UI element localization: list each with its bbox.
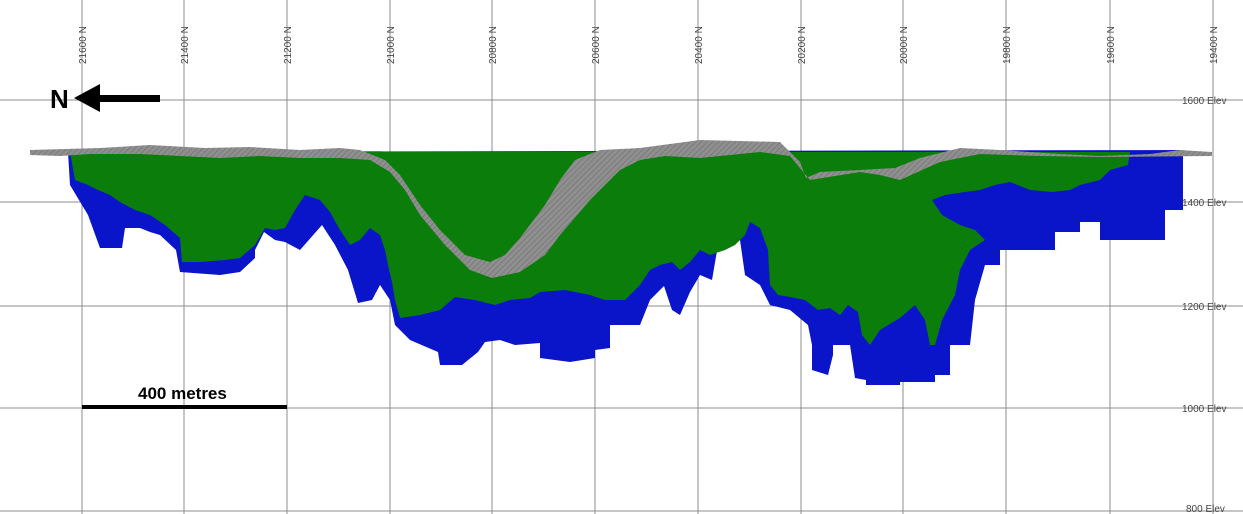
northing-label: 20400 N — [694, 26, 705, 64]
north-label: N — [50, 84, 69, 114]
northing-label: 21400 N — [180, 26, 191, 64]
elevation-label: 800 Elev — [1186, 504, 1225, 514]
northing-label: 20000 N — [899, 26, 910, 64]
scale-bar-line — [82, 405, 287, 409]
northing-label: 21000 N — [386, 26, 397, 64]
northing-label: 19600 N — [1106, 26, 1117, 64]
topography — [30, 140, 1212, 278]
elevation-labels: 1600 Elev 1400 Elev 1200 Elev 1000 Elev … — [1182, 96, 1226, 514]
elevation-label: 1200 Elev — [1182, 302, 1226, 313]
north-arrow-icon — [74, 84, 160, 112]
topography-surface — [30, 140, 1212, 278]
northing-label: 19400 N — [1209, 26, 1220, 64]
green-zone — [70, 152, 1130, 345]
green-zone-body — [70, 152, 1130, 345]
elevation-label: 1400 Elev — [1182, 198, 1226, 209]
scale-bar: 400 metres — [82, 384, 287, 409]
northing-label: 21200 N — [283, 26, 294, 64]
northing-label: 19800 N — [1002, 26, 1013, 64]
elevation-label: 1600 Elev — [1182, 96, 1226, 107]
northing-label: 20200 N — [797, 26, 808, 64]
northing-labels: 21600 N 21400 N 21200 N 21000 N 20800 N … — [78, 26, 1220, 64]
north-arrow: N — [50, 84, 160, 114]
northing-label: 20600 N — [591, 26, 602, 64]
scale-bar-label: 400 metres — [138, 384, 227, 403]
elevation-label: 1000 Elev — [1182, 404, 1226, 415]
northing-label: 20800 N — [488, 26, 499, 64]
northing-label: 21600 N — [78, 26, 89, 64]
